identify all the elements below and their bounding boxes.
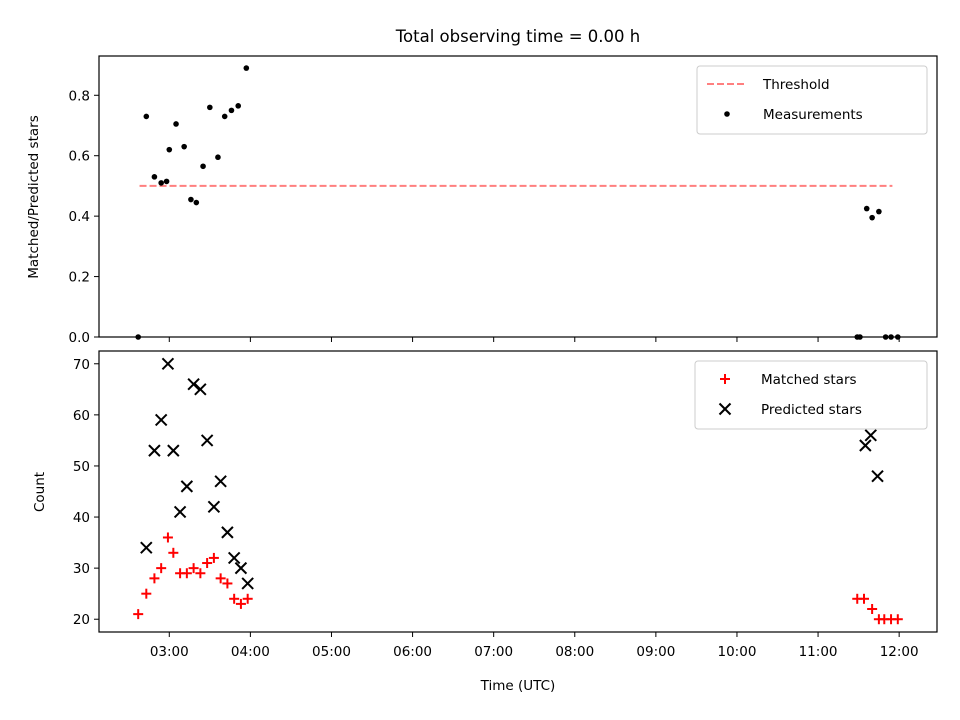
measurement-point <box>200 163 206 170</box>
predicted-star-point <box>871 469 884 483</box>
matched-star-point <box>867 604 878 615</box>
legend-label: Matched stars <box>761 372 857 388</box>
y-tick-label: 0.0 <box>69 330 90 346</box>
x-tick-label: 05:00 <box>312 644 351 660</box>
legend-label: Measurements <box>763 107 863 123</box>
matched-star-point <box>188 563 199 574</box>
matched-star-point <box>229 593 240 604</box>
predicted-star-point <box>207 500 221 514</box>
matched-star-point <box>181 568 192 579</box>
chart-title: Total observing time = 0.00 h <box>395 27 640 46</box>
matched-star-point <box>859 593 870 604</box>
measurement-point <box>207 104 213 111</box>
measurement-point <box>158 180 164 186</box>
predicted-star-point <box>167 444 180 457</box>
predicted-star-point <box>214 475 227 488</box>
matched-star-point <box>235 598 246 609</box>
measurement-point <box>215 154 221 161</box>
legend-box <box>696 65 928 135</box>
measurement-point <box>235 103 242 109</box>
matched-star-point <box>242 593 253 604</box>
legend: Threshold Measurements <box>696 65 928 135</box>
predicted-star-point <box>221 526 234 539</box>
legend-predicted-swatch <box>718 402 732 416</box>
predicted-star-point <box>241 577 254 590</box>
predicted-star-point <box>173 505 187 519</box>
legend-label: Predicted stars <box>761 402 862 418</box>
matched-star-point <box>208 552 219 563</box>
predicted-star-point <box>187 378 200 391</box>
measurement-point <box>228 107 235 114</box>
legend-box <box>694 360 928 430</box>
matched-star-point <box>892 614 903 625</box>
x-tick-label: 06:00 <box>393 644 432 660</box>
x-tick-label: 03:00 <box>150 644 189 660</box>
matched-star-point <box>222 578 233 589</box>
x-tick-label: 12:00 <box>880 644 919 660</box>
x-tick-label: 08:00 <box>555 644 594 660</box>
bottom-axes-frame <box>98 350 938 633</box>
x-tick-label: 10:00 <box>718 644 757 660</box>
matched-star-point <box>168 547 179 558</box>
predicted-star-point <box>161 357 175 370</box>
measurement-point <box>151 174 158 180</box>
predicted-star-point <box>200 434 214 447</box>
measurement-point <box>143 113 150 120</box>
legend-measurement-swatch <box>724 111 730 117</box>
x-tick-label: 09:00 <box>636 644 675 660</box>
measurement-point <box>163 178 170 185</box>
measurement-point <box>221 113 228 120</box>
matched-star-point <box>195 568 206 579</box>
predicted-star-point <box>234 561 248 575</box>
measurement-point <box>863 205 870 212</box>
y-tick-label: 0.6 <box>69 149 90 165</box>
top-axes-frame <box>98 55 938 338</box>
y-tick-label: 20 <box>73 612 90 628</box>
bottom-panel: 20 30 40 50 60 70 03:00 04:00 05:00 06:00 07:00 08:… <box>73 350 938 660</box>
matched-star-point <box>162 532 173 543</box>
matched-star-point <box>149 573 160 584</box>
y-tick-label: 70 <box>73 357 90 373</box>
measurement-point <box>188 196 194 203</box>
y-tick-label: 30 <box>73 561 90 577</box>
predicted-star-point <box>180 480 194 493</box>
y-tick-label: 60 <box>73 408 90 424</box>
bottom-y-axis-label: Count <box>32 472 48 512</box>
matched-star-point <box>215 573 226 584</box>
x-tick-label: 11:00 <box>799 644 838 660</box>
legend-label: Threshold <box>762 77 830 93</box>
y-tick-label: 0.4 <box>69 209 90 225</box>
measurement-point <box>243 65 250 71</box>
measurement-point <box>166 146 173 153</box>
predicted-star-point <box>859 439 872 452</box>
measurement-point <box>869 214 875 221</box>
predicted-star-point <box>148 444 161 457</box>
measurement-point <box>181 143 187 150</box>
x-tick-label: 04:00 <box>231 644 270 660</box>
legend-matched-swatch <box>720 374 730 384</box>
measurement-point <box>193 199 200 206</box>
top-panel: 0.0 0.2 0.4 0.6 0.8 Threshold Measurements <box>69 55 938 346</box>
y-tick-label: 40 <box>73 510 90 526</box>
y-tick-label: 0.2 <box>69 270 90 286</box>
predicted-star-point <box>140 541 153 554</box>
matched-star-point <box>156 563 167 574</box>
x-axis-label: Time (UTC) <box>480 678 556 694</box>
predicted-star-point <box>864 429 877 442</box>
matched-star-point <box>141 588 152 599</box>
y-tick-label: 0.8 <box>69 88 90 104</box>
legend: Matched stars Predicted stars <box>694 360 928 430</box>
y-tick-label: 50 <box>73 459 90 475</box>
measurement-point <box>876 208 882 215</box>
matched-star-point <box>202 558 213 569</box>
measurement-point <box>173 121 179 127</box>
predicted-star-point <box>154 413 168 427</box>
x-tick-label: 07:00 <box>474 644 513 660</box>
predicted-star-point <box>194 383 207 396</box>
matched-star-point <box>133 609 144 620</box>
top-y-axis-label: Matched/Predicted stars <box>26 115 42 278</box>
predicted-star-point <box>227 551 241 565</box>
